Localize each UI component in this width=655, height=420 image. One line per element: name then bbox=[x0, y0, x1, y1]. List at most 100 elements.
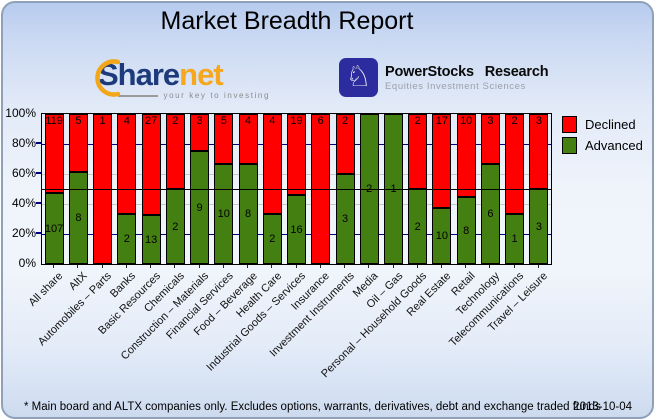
advanced-count: 3 bbox=[341, 213, 349, 225]
segment-declined bbox=[287, 114, 306, 195]
segment-advanced bbox=[44, 193, 64, 264]
x-tick-mark bbox=[295, 265, 297, 268]
declined-count: 2 bbox=[414, 115, 421, 127]
y-tick-label: 100% bbox=[5, 106, 36, 120]
powerstocks-text: PowerStocks Research Equities Investment… bbox=[385, 58, 549, 97]
x-tick-mark bbox=[125, 265, 127, 268]
segment-advanced bbox=[117, 214, 137, 264]
segment-declined bbox=[190, 114, 209, 151]
advanced-count: 8 bbox=[75, 212, 82, 224]
advanced-count: 16 bbox=[290, 223, 303, 236]
page-title: Market Breadth Report bbox=[160, 7, 414, 35]
declined-count: 5 bbox=[220, 115, 227, 127]
legend-swatch-declined bbox=[562, 116, 577, 133]
declined-count: 2 bbox=[341, 115, 349, 127]
knight-icon: ♘ bbox=[339, 58, 378, 97]
x-tick-mark bbox=[222, 265, 224, 268]
segment-advanced bbox=[408, 189, 428, 264]
segment-declined bbox=[432, 114, 452, 208]
declined-count: 2 bbox=[511, 115, 518, 127]
segment-advanced bbox=[190, 151, 209, 264]
segment-declined bbox=[214, 114, 234, 164]
x-tick-mark bbox=[368, 265, 370, 268]
declined-count: 3 bbox=[196, 115, 203, 127]
y-tick-label: 80% bbox=[11, 136, 36, 150]
bar-5: 27 13 bbox=[141, 114, 161, 264]
plot-area: 1191075814227132239510484219166232122171… bbox=[41, 113, 552, 265]
y-tick-label: 60% bbox=[11, 166, 36, 180]
advanced-count: 2 bbox=[172, 220, 179, 233]
advanced-count: 2 bbox=[123, 233, 130, 245]
declined-count: 3 bbox=[535, 115, 542, 127]
y-tick-label: 0% bbox=[18, 256, 36, 270]
sharenet-wordmark: Sharenet bbox=[95, 57, 270, 97]
x-tick-mark bbox=[101, 265, 103, 268]
x-tick-mark bbox=[440, 265, 442, 268]
x-tick-mark bbox=[271, 265, 273, 268]
advanced-count: 3 bbox=[535, 220, 542, 233]
advanced-count: 10 bbox=[435, 230, 449, 242]
x-tick-mark bbox=[77, 265, 79, 268]
segment-advanced bbox=[505, 214, 525, 264]
tagline-rule bbox=[118, 94, 159, 97]
declined-count: 119 bbox=[45, 115, 63, 127]
segment-declined bbox=[68, 114, 88, 172]
declined-count: 4 bbox=[269, 115, 276, 127]
x-tick-mark bbox=[174, 265, 176, 268]
segment-advanced bbox=[335, 174, 355, 264]
legend-label: Declined bbox=[585, 117, 636, 132]
x-tick-mark bbox=[198, 265, 200, 268]
segment-declined bbox=[117, 114, 137, 214]
segment-advanced bbox=[287, 195, 306, 264]
declined-count: 1 bbox=[99, 115, 106, 127]
x-tick-mark bbox=[53, 265, 55, 268]
advanced-count: 1 bbox=[511, 233, 518, 245]
bar-11: 19 16 bbox=[287, 114, 306, 264]
declined-count: 10 bbox=[460, 115, 473, 127]
powerstocks-name: PowerStocks Research bbox=[385, 64, 549, 80]
declined-count: 4 bbox=[123, 115, 130, 127]
bar-17: 17 10 bbox=[432, 114, 452, 264]
y-tick-mark bbox=[36, 172, 41, 174]
reference-line-50pct bbox=[42, 188, 551, 190]
advanced-count: 8 bbox=[244, 208, 252, 220]
declined-count: 17 bbox=[435, 115, 449, 127]
advanced-count: 8 bbox=[463, 224, 470, 237]
powerstocks-tagline: Equities Investment Sciences bbox=[385, 81, 526, 92]
x-tick-mark bbox=[319, 265, 321, 268]
declined-count: 19 bbox=[290, 115, 303, 127]
segment-declined bbox=[238, 114, 258, 164]
report-date: 2013-10-04 bbox=[573, 401, 632, 413]
sharenet-tagline: your key to investing bbox=[98, 91, 270, 100]
legend-swatch-advanced bbox=[562, 137, 577, 154]
advanced-count: 1 bbox=[384, 183, 403, 196]
advanced-count: 10 bbox=[217, 208, 230, 220]
legend-label: Advanced bbox=[585, 138, 643, 153]
advanced-count: 13 bbox=[144, 233, 158, 246]
segment-declined bbox=[505, 114, 525, 214]
advanced-count: 9 bbox=[196, 201, 203, 214]
x-tick-mark bbox=[513, 265, 515, 268]
advanced-count: 6 bbox=[487, 208, 494, 220]
sharenet-swoosh-icon bbox=[95, 59, 121, 97]
segment-declined bbox=[141, 114, 161, 215]
x-tick-mark bbox=[150, 265, 152, 268]
advanced-count: 2 bbox=[414, 220, 421, 233]
sharenet-wordmark-net: net bbox=[179, 57, 223, 92]
segment-declined bbox=[456, 114, 476, 197]
sharenet-logo: Sharenet your key to investing bbox=[95, 57, 270, 100]
x-tick-mark bbox=[247, 265, 248, 268]
segment-declined bbox=[44, 114, 64, 193]
sharenet-wordmark-share: Share bbox=[98, 57, 180, 92]
x-tick-mark bbox=[537, 265, 539, 268]
segment-advanced bbox=[262, 214, 282, 264]
segment-advanced bbox=[529, 189, 549, 264]
